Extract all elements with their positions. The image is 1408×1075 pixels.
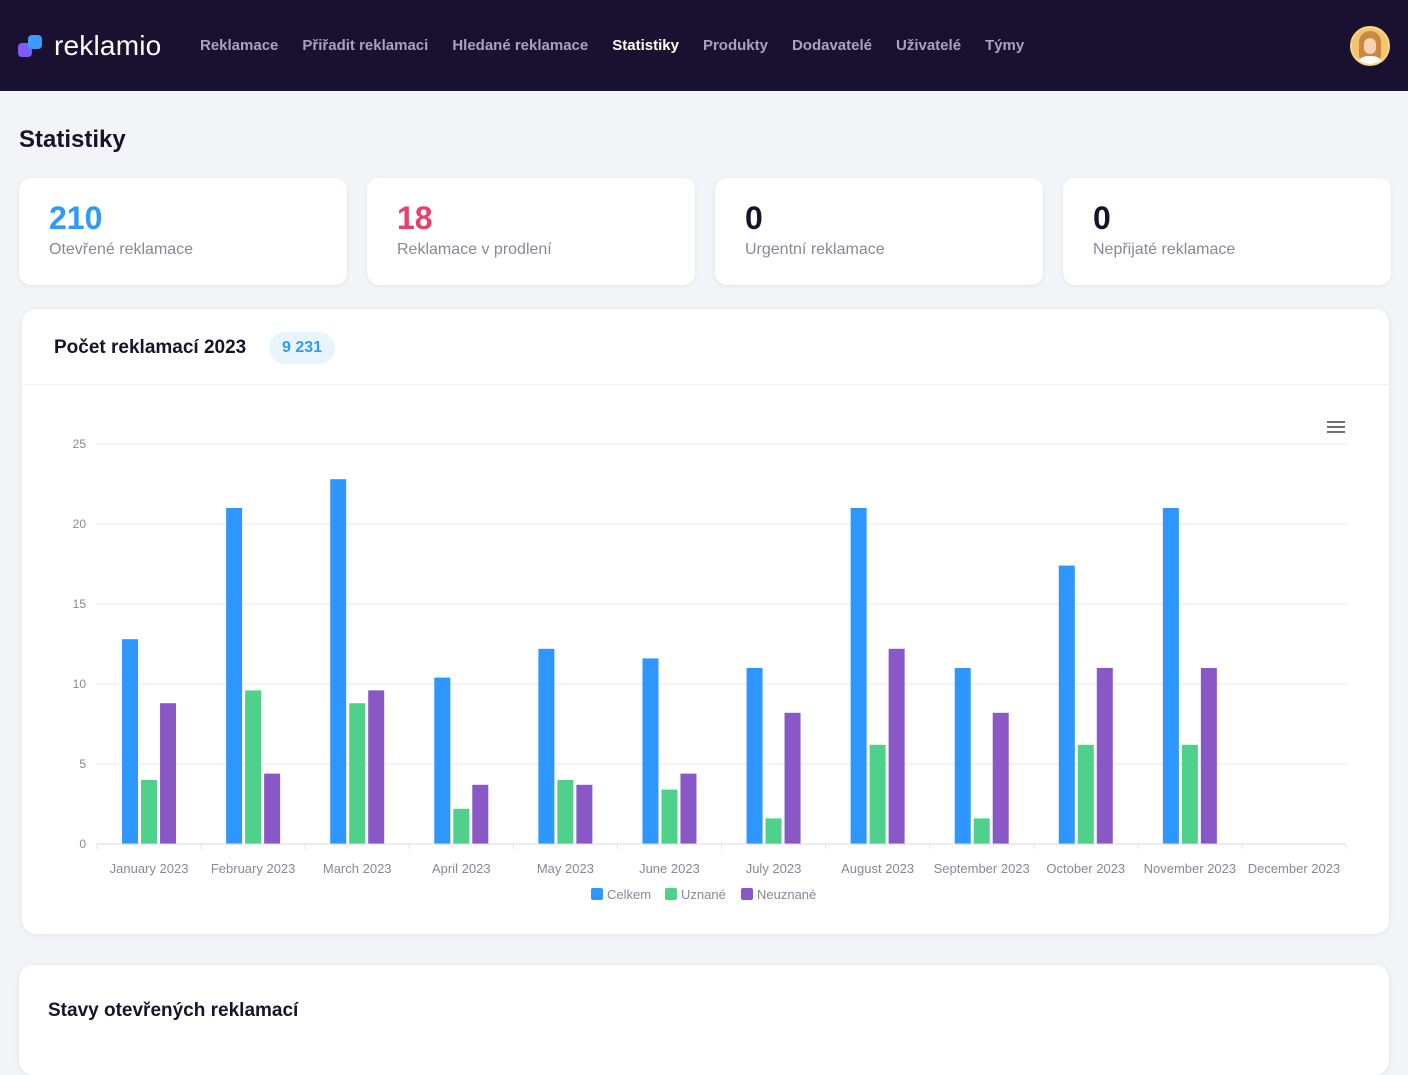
bar-uznané — [869, 744, 886, 844]
x-tick-label: December 2023 — [1248, 861, 1341, 876]
y-tick-label: 25 — [73, 437, 87, 451]
bar-neuznané — [368, 690, 385, 844]
bar-celkem — [642, 658, 659, 844]
bar-celkem — [434, 677, 451, 844]
bar-uznané — [973, 818, 990, 844]
nav-item-tymy[interactable]: Týmy — [985, 37, 1025, 54]
y-tick-label: 15 — [73, 597, 87, 611]
bar-uznané — [453, 808, 470, 844]
bar-celkem — [746, 668, 763, 844]
nav-item-prideleni[interactable]: Přiřadit reklamaci — [302, 37, 429, 54]
bar-neuznané — [1200, 668, 1217, 844]
stat-card-open[interactable]: 210 Otevřené reklamace — [19, 178, 347, 285]
hamburger-menu-icon[interactable] — [1327, 421, 1347, 435]
y-tick-label: 5 — [79, 757, 86, 771]
top-navigation-bar: reklamio Reklamace Přiřadit reklamaci Hl… — [0, 0, 1408, 91]
x-tick-label: August 2023 — [841, 861, 914, 876]
app-name: reklamio — [54, 30, 162, 61]
bar-neuznané — [472, 784, 489, 844]
nav-item-reklamace[interactable]: Reklamace — [200, 37, 279, 54]
bar-neuznané — [992, 712, 1009, 844]
chart-card-header: Počet reklamací 2023 9 231 — [22, 309, 1389, 385]
bar-celkem — [330, 479, 347, 844]
bar-uznané — [349, 703, 366, 844]
bar-neuznané — [784, 712, 801, 844]
bar-neuznané — [264, 773, 281, 844]
legend-label: Neuznané — [757, 887, 816, 902]
page-title: Statistiky — [19, 126, 126, 153]
bar-uznané — [557, 780, 574, 844]
bar-uznané — [765, 818, 782, 844]
bar-celkem — [538, 648, 555, 844]
total-count-badge: 9 231 — [269, 332, 336, 364]
stat-value: 0 — [1093, 200, 1111, 236]
bar-celkem — [954, 668, 971, 844]
bar-neuznané — [888, 648, 905, 844]
app-logo[interactable]: reklamio — [18, 28, 161, 64]
stat-value: 0 — [745, 200, 763, 236]
x-tick-label: June 2023 — [639, 861, 700, 876]
nav-item-dodavatele[interactable]: Dodavatelé — [791, 37, 872, 54]
bar-uznané — [1181, 744, 1198, 844]
x-tick-label: April 2023 — [432, 861, 491, 876]
bar-uznané — [661, 789, 678, 844]
legend-label: Celkem — [607, 887, 651, 902]
legend-swatch — [591, 888, 603, 900]
bar-celkem — [226, 508, 243, 844]
stat-label: Otevřené reklamace — [49, 241, 194, 258]
bar-neuznané — [576, 784, 593, 844]
x-tick-label: November 2023 — [1144, 861, 1237, 876]
bar-uznané — [141, 780, 158, 844]
nav-item-produkty[interactable]: Produkty — [702, 37, 768, 54]
complaints-chart-card: 0 5 10 15 20 25 January 2023 February 2023 March… — [22, 309, 1389, 934]
bar-celkem — [1058, 565, 1075, 844]
nav-item-statistiky[interactable]: Statistiky — [612, 37, 679, 54]
stat-label: Reklamace v prodlení — [397, 241, 552, 258]
y-tick-label: 10 — [73, 677, 87, 691]
open-complaints-status-card: Stavy otevřených reklamací — [19, 965, 1389, 1075]
bar-celkem — [1162, 508, 1179, 844]
legend-swatch — [665, 888, 677, 900]
section-title: Stavy otevřených reklamací — [48, 1000, 299, 1021]
legend-label: Uznané — [681, 887, 726, 902]
nav-item-uzivatele[interactable]: Uživatelé — [896, 37, 962, 54]
user-avatar[interactable] — [1350, 26, 1390, 66]
logo-icon — [18, 33, 44, 59]
bar-neuznané — [680, 773, 697, 844]
main-nav: Reklamace Přiřadit reklamaci Hledané rek… — [188, 0, 1036, 91]
stat-label: Nepřijaté reklamace — [1093, 241, 1236, 258]
stat-value: 18 — [397, 200, 433, 236]
stat-card-overdue[interactable]: 18 Reklamace v prodlení — [367, 178, 695, 285]
x-tick-label: February 2023 — [211, 861, 296, 876]
stat-card-urgent[interactable]: 0 Urgentní reklamace — [715, 178, 1043, 285]
stat-card-unaccepted[interactable]: 0 Nepřijaté reklamace — [1063, 178, 1391, 285]
x-tick-label: July 2023 — [746, 861, 802, 876]
chart-card-title: Počet reklamací 2023 — [54, 337, 247, 358]
x-tick-label: September 2023 — [934, 861, 1030, 876]
bar-uznané — [245, 690, 262, 844]
bar-celkem — [122, 639, 139, 844]
bar-neuznané — [1096, 668, 1113, 844]
x-tick-label: January 2023 — [110, 861, 189, 876]
y-tick-label: 0 — [79, 837, 86, 851]
nav-item-hledane[interactable]: Hledané reklamace — [452, 37, 589, 54]
x-tick-label: October 2023 — [1046, 861, 1125, 876]
stat-label: Urgentní reklamace — [745, 241, 885, 258]
bar-celkem — [850, 508, 867, 844]
complaints-bar-chart: 0 5 10 15 20 25 January 2023 February 2023 March… — [73, 437, 1347, 902]
y-tick-label: 20 — [73, 517, 87, 531]
bar-uznané — [1077, 744, 1094, 844]
stat-value: 210 — [49, 200, 103, 236]
legend-swatch — [741, 888, 753, 900]
x-tick-label: May 2023 — [537, 861, 594, 876]
bar-neuznané — [160, 703, 177, 844]
x-tick-label: March 2023 — [323, 861, 392, 876]
